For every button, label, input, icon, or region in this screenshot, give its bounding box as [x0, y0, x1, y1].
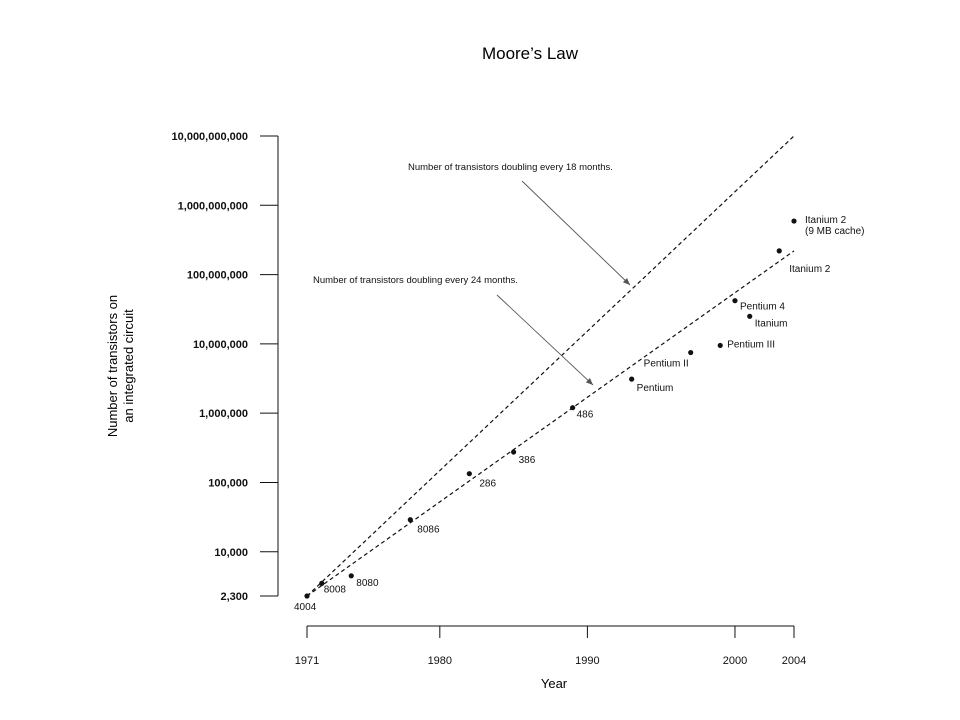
axes: 2,300 10,000 100,000 1,000,000 10,000,000 100… [172, 131, 807, 667]
point-pentium-iii-9 [717, 342, 723, 349]
trend-line-18-months [306, 135, 795, 597]
point-label-8008-1: 8008 [324, 584, 347, 595]
point-label-itanium-2-13: Itanium 2 (9 MB cache) [805, 215, 864, 237]
point-pentium-7 [629, 376, 635, 382]
point-label-pentium-iii-9: Pentium III [727, 339, 775, 350]
point-label-4004-0: 4004 [294, 602, 317, 613]
point-label-pentium-4-10: Pentium 4 [740, 302, 785, 313]
point-label-itanium-2-12: Itanium 2 [789, 264, 831, 275]
x-tick-label-0: 1971 [295, 655, 319, 667]
point-pentium-ii-8 [688, 349, 694, 356]
point-label-8080-2: 8080 [356, 578, 379, 589]
point-label-8086-3: 8086 [417, 525, 440, 536]
point-label-286-4: 286 [479, 479, 496, 490]
y-tick-label-7: 10,000,000,000 [172, 131, 248, 143]
y-axis-label-line-1: Number of transistors on [105, 295, 120, 437]
trend-line-24-months [306, 250, 795, 597]
point-label-itanium-11: Itanium [755, 318, 788, 329]
x-tick-label-2: 1990 [575, 655, 599, 667]
y-tick-label-4: 10,000,000 [193, 339, 248, 351]
x-tick-label-3: 2000 [723, 655, 747, 667]
point-label-486-6: 486 [577, 410, 594, 421]
point-itanium-11 [747, 313, 753, 319]
point-itanium-2-12 [776, 248, 782, 254]
y-tick-label-6: 1,000,000,000 [178, 200, 248, 212]
point-pentium-4-10 [732, 298, 738, 304]
point-8008-1 [319, 580, 325, 586]
chart-title: Moore’s Law [482, 44, 579, 63]
y-axis-label-line-2: an integrated circuit [121, 309, 136, 423]
point-386-5 [511, 449, 517, 455]
point-486-6 [570, 405, 576, 411]
point-label-pentium-ii-8: Pentium II [644, 359, 689, 370]
point-4004-0 [304, 593, 310, 599]
y-tick-label-5: 100,000,000 [187, 270, 248, 282]
point-8080-2 [348, 573, 354, 579]
y-tick-label-3: 1,000,000 [199, 408, 248, 420]
y-tick-label-0: 2,300 [220, 591, 248, 603]
point-itanium-2-13 [791, 218, 797, 224]
y-tick-label-2: 100,000 [208, 477, 248, 489]
trend-annotation-24-months: Number of transistors doubling every 24 … [313, 275, 518, 286]
x-tick-label-1: 1980 [428, 655, 452, 667]
point-label-pentium-7: Pentium [637, 383, 674, 394]
point-8086-3 [407, 517, 413, 523]
y-tick-label-1: 10,000 [214, 547, 248, 559]
x-axis-label: Year [541, 676, 568, 691]
trend-lines [306, 135, 795, 597]
point-286-4 [466, 471, 472, 477]
annotation-arrowhead-0 [622, 277, 630, 285]
point-label-386-5: 386 [519, 455, 536, 466]
data-points: 4004 8008 8080 8086 286 386 486 Pentium Pentium … [294, 215, 864, 613]
annotations: Number of transistors doubling every 18 … [313, 162, 631, 386]
annotation-arrow-1 [496, 294, 594, 386]
trend-annotation-18-months: Number of transistors doubling every 18 … [408, 162, 613, 173]
annotation-arrow-0 [521, 180, 631, 286]
annotation-arrowhead-1 [585, 378, 593, 385]
x-tick-label-4: 2004 [782, 655, 806, 667]
